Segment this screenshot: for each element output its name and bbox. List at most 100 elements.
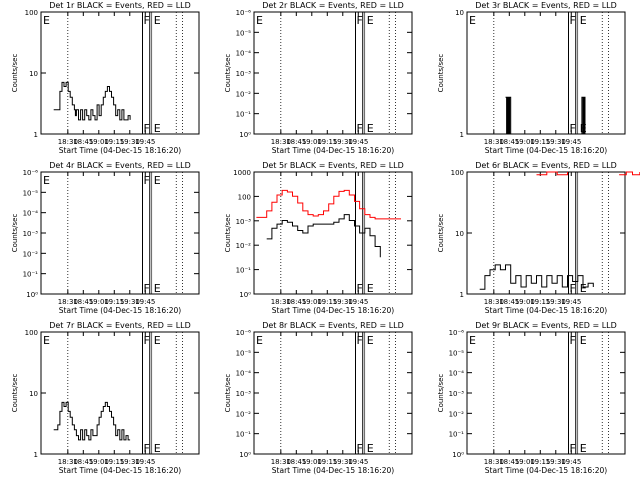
plot-frame bbox=[253, 171, 413, 295]
x-tick-label: 19:15 bbox=[530, 298, 550, 306]
y-axis-label: Counts/sec bbox=[437, 214, 445, 253]
x-axis-label: Start Time (04-Dec-15 18:16:20) bbox=[485, 146, 607, 155]
events-series bbox=[505, 96, 586, 135]
x-tick-label: 18:45 bbox=[73, 458, 93, 466]
x-tick-label: 19:30 bbox=[120, 298, 140, 306]
x-tick-label: 18:30 bbox=[271, 458, 291, 466]
right-flag-label: F bbox=[357, 282, 363, 295]
right-flag-label: E bbox=[580, 442, 587, 455]
lld-series bbox=[536, 171, 568, 176]
right-flag-label: E bbox=[154, 442, 161, 455]
y-axis-label: Counts/sec bbox=[11, 54, 19, 93]
y-tick-label: 10 bbox=[29, 70, 38, 78]
y-tick-label: 100 bbox=[25, 9, 38, 17]
x-tick-label: 18:30 bbox=[58, 298, 78, 306]
y-tick-label: 10⁻⁵ bbox=[236, 29, 252, 37]
x-tick-label: 19:15 bbox=[317, 298, 337, 306]
right-flag-label-top: E bbox=[154, 14, 161, 27]
x-tick-label: 18:30 bbox=[484, 138, 504, 146]
x-tick-label: 19:15 bbox=[104, 298, 124, 306]
right-flag-label: F bbox=[570, 122, 576, 135]
right-flag-label: F bbox=[357, 442, 363, 455]
left-flag-label: E bbox=[43, 334, 50, 347]
left-flag-label: E bbox=[256, 334, 263, 347]
right-flag-label-top: F bbox=[144, 14, 150, 27]
y-tick-label: 1 bbox=[34, 131, 38, 139]
y-tick-label: 10⁻³ bbox=[23, 230, 39, 238]
y-tick-label: 10⁻¹ bbox=[236, 431, 252, 439]
events-series bbox=[479, 264, 594, 290]
x-tick-label: 18:30 bbox=[58, 458, 78, 466]
y-tick-label: 10⁻³ bbox=[236, 218, 252, 226]
y-tick-label: 10⁻⁴ bbox=[236, 50, 252, 58]
right-flag-label-top: F bbox=[144, 174, 150, 187]
x-tick-label: 19:45 bbox=[135, 458, 155, 466]
x-tick-label: 18:45 bbox=[73, 298, 93, 306]
y-tick-label: 100 bbox=[238, 193, 251, 201]
y-tick-label: 1 bbox=[460, 131, 464, 139]
y-tick-label: 10⁻³ bbox=[236, 390, 252, 398]
x-tick-label: 19:00 bbox=[515, 458, 535, 466]
events-series bbox=[266, 214, 381, 258]
right-flag-label: F bbox=[357, 122, 363, 135]
y-axis-label: Counts/sec bbox=[437, 54, 445, 93]
y-tick-label: 10⁻⁴ bbox=[236, 370, 252, 378]
x-tick-label: 19:00 bbox=[302, 138, 322, 146]
left-flag-label: E bbox=[256, 14, 263, 27]
right-flag-label: E bbox=[154, 122, 161, 135]
right-flag-label: E bbox=[580, 282, 587, 295]
x-tick-label: 18:45 bbox=[286, 458, 306, 466]
y-tick-label: 10⁻² bbox=[449, 410, 465, 418]
right-flag-label: F bbox=[144, 122, 150, 135]
y-tick-label: 10⁻⁶ bbox=[449, 329, 465, 337]
x-tick-label: 19:45 bbox=[135, 298, 155, 306]
x-tick-label: 19:00 bbox=[89, 298, 109, 306]
x-tick-label: 19:00 bbox=[302, 458, 322, 466]
x-axis-label: Start Time (04-Dec-15 18:16:20) bbox=[485, 306, 607, 315]
x-tick-label: 19:30 bbox=[546, 138, 566, 146]
y-axis-label: Counts/sec bbox=[224, 54, 232, 93]
x-tick-label: 19:45 bbox=[348, 458, 368, 466]
x-tick-label: 18:30 bbox=[271, 138, 291, 146]
events-series bbox=[53, 401, 131, 441]
panel-title: Det 6r BLACK = Events, RED = LLD bbox=[475, 161, 617, 170]
panel-det-8r: Det 8r BLACK = Events, RED = LLD 18:3018:… bbox=[224, 321, 413, 475]
x-tick-label: 19:45 bbox=[348, 138, 368, 146]
x-tick-label: 19:15 bbox=[317, 458, 337, 466]
y-tick-label: 100 bbox=[25, 329, 38, 337]
panel-det-2r: Det 2r BLACK = Events, RED = LLD 18:3018:… bbox=[224, 1, 413, 155]
y-tick-label: 10⁰ bbox=[26, 291, 38, 299]
right-flag-label: F bbox=[144, 282, 150, 295]
x-tick-label: 19:15 bbox=[104, 458, 124, 466]
x-tick-label: 19:15 bbox=[317, 138, 337, 146]
panel-det-3r: Det 3r BLACK = Events, RED = LLD 18:3018:… bbox=[437, 1, 626, 155]
y-tick-label: 10⁻⁶ bbox=[236, 329, 252, 337]
y-axis-label: Counts/sec bbox=[437, 374, 445, 413]
x-tick-label: 18:45 bbox=[499, 138, 519, 146]
right-flag-label: E bbox=[367, 282, 374, 295]
x-tick-label: 19:30 bbox=[333, 298, 353, 306]
x-axis-label: Start Time (04-Dec-15 18:16:20) bbox=[272, 306, 394, 315]
panel-title: Det 2r BLACK = Events, RED = LLD bbox=[262, 1, 404, 10]
x-tick-label: 19:00 bbox=[515, 138, 535, 146]
right-flag-label-top: E bbox=[367, 14, 374, 27]
y-tick-label: 10⁻¹ bbox=[449, 431, 465, 439]
panel-title: Det 4r BLACK = Events, RED = LLD bbox=[49, 161, 191, 170]
y-tick-label: 10⁻² bbox=[236, 242, 252, 250]
x-axis-label: Start Time (04-Dec-15 18:16:20) bbox=[272, 466, 394, 475]
right-flag-label-top: E bbox=[154, 334, 161, 347]
x-tick-label: 19:45 bbox=[348, 298, 368, 306]
x-axis-label: Start Time (04-Dec-15 18:16:20) bbox=[485, 466, 607, 475]
x-tick-label: 19:00 bbox=[302, 298, 322, 306]
y-tick-label: 1000 bbox=[233, 169, 251, 177]
y-tick-label: 10⁰ bbox=[239, 291, 251, 299]
y-tick-label: 10⁻¹ bbox=[23, 271, 39, 279]
x-tick-label: 19:00 bbox=[515, 298, 535, 306]
panel-det-9r: Det 9r BLACK = Events, RED = LLD 18:3018:… bbox=[437, 321, 626, 475]
y-tick-label: 10⁻⁴ bbox=[449, 370, 465, 378]
right-flag-label: E bbox=[154, 282, 161, 295]
y-axis-label: Counts/sec bbox=[11, 374, 19, 413]
right-flag-label-top: E bbox=[154, 174, 161, 187]
x-tick-label: 18:45 bbox=[499, 458, 519, 466]
y-tick-label: 100 bbox=[451, 169, 464, 177]
